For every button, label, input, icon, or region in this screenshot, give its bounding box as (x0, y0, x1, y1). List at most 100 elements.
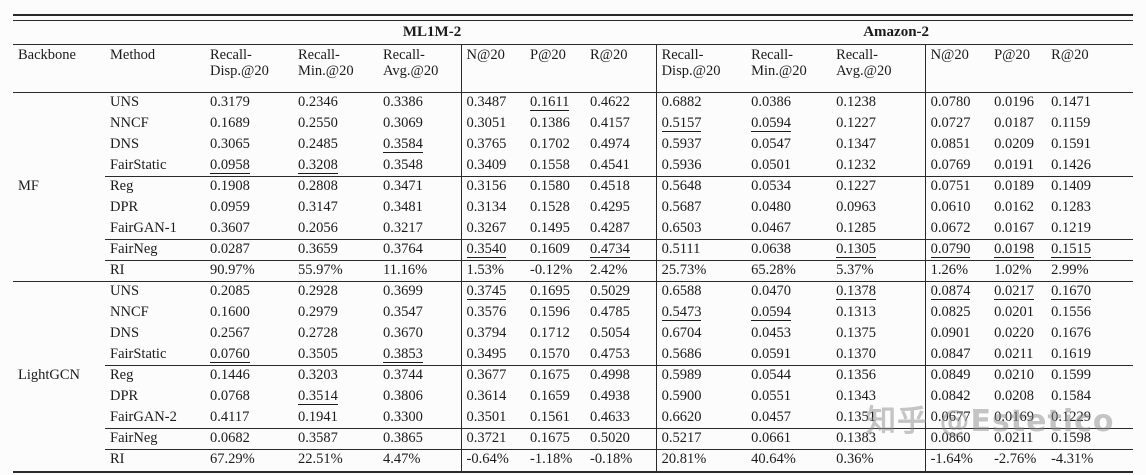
value-cell: 0.3386 (383, 94, 423, 111)
value-cell: 0.0196 (994, 94, 1034, 111)
value-cell: 0.1370 (836, 345, 876, 362)
value-cell: 0.1283 (1051, 199, 1091, 216)
value-cell: 0.3853 (378, 345, 461, 366)
value-cell: 0.0191 (994, 156, 1034, 173)
value-cell: 0.3495 (460, 344, 525, 366)
value-cell: 0.3300 (383, 408, 423, 425)
method-cell: FairStatic (110, 156, 167, 173)
method-cell: UNS (110, 94, 140, 111)
value-cell: 0.3487 (460, 92, 525, 114)
value-cell: 0.1600 (210, 304, 250, 321)
value-cell: 0.1556 (1051, 304, 1091, 321)
value-cell: 0.0672 (924, 218, 990, 240)
value-cell: 0.1409 (1046, 176, 1134, 198)
value-cell: 0.0959 (210, 199, 250, 216)
value-cell: 0.0457 (751, 408, 791, 425)
value-cell: 0.1695 (525, 281, 585, 303)
value-cell: 0.5989 (655, 365, 747, 387)
value-cell: 0.0768 (210, 388, 250, 405)
value-cell: 0.1229 (1051, 408, 1091, 425)
value-cell: 0.2928 (293, 281, 378, 303)
value-cell: 0.0769 (924, 155, 990, 177)
value-cell: 0.6704 (655, 323, 747, 345)
value-cell: 0.4974 (590, 136, 630, 153)
value-cell: 0.5054 (590, 325, 630, 342)
value-cell: 0.0963 (836, 199, 876, 216)
value-cell: 22.51% (293, 449, 378, 471)
value-cell: 0.0727 (924, 113, 990, 135)
method-cell: FairNeg (105, 428, 205, 450)
value-cell: 0.4541 (590, 156, 630, 173)
value-cell: 40.64% (746, 449, 832, 471)
value-cell: 0.5217 (655, 428, 747, 450)
value-cell: 0.0217 (989, 281, 1047, 303)
value-cell: 65.28% (746, 260, 832, 282)
value-cell: 0.0638 (746, 239, 832, 261)
value-cell: 0.3670 (383, 325, 423, 342)
value-cell: 0.4785 (590, 304, 630, 321)
value-cell: 0.0534 (746, 176, 832, 198)
method-cell: FairGAN-1 (110, 219, 177, 236)
value-cell: 0.2979 (298, 304, 338, 321)
table-top-rule (13, 14, 1133, 21)
col-header-backbone: Backbone (13, 44, 105, 93)
value-cell: 0.3584 (378, 135, 461, 156)
value-cell: 0.0480 (751, 199, 791, 216)
method-cell: NNCF (110, 304, 149, 321)
value-cell: 0.3481 (383, 199, 423, 216)
value-cell: 0.5686 (655, 344, 747, 366)
value-cell: -0.64% (460, 449, 525, 471)
value-cell: 0.1227 (831, 176, 926, 198)
value-cell: 0.1558 (530, 156, 570, 173)
value-cell: 0.1471 (1051, 94, 1091, 111)
value-cell: 0.0547 (751, 136, 791, 153)
value-cell: 2.42% (585, 260, 657, 282)
value-cell: 0.6503 (655, 218, 747, 240)
method-cell: FairStatic (110, 345, 167, 362)
underlined-value: 0.3540 (466, 241, 507, 259)
underlined-value: 0.0874 (930, 283, 971, 301)
group-header-spacer (13, 21, 205, 45)
value-cell: 0.5648 (655, 176, 747, 198)
col-header-p20-amazon: P@20 (989, 44, 1047, 93)
value-cell: 0.1378 (831, 281, 926, 303)
value-cell: 0.2567 (210, 325, 250, 342)
col-header-r20-ml1m: R@20 (585, 44, 657, 93)
value-cell: 0.3505 (298, 345, 338, 362)
value-cell: 0.1313 (836, 304, 876, 321)
underlined-value: 0.0198 (994, 241, 1034, 259)
value-cell: 0.1670 (1046, 281, 1134, 303)
value-cell: 0.1528 (530, 199, 570, 216)
group-header-ml1m: ML1M-2 (205, 21, 657, 45)
underlined-value: 0.0790 (930, 241, 971, 259)
value-cell: 0.4295 (590, 199, 630, 216)
value-cell: 0.0386 (751, 94, 791, 111)
value-cell: 0.0167 (994, 219, 1034, 236)
value-cell: 0.3677 (460, 365, 525, 387)
value-cell: 0.0169 (994, 408, 1034, 425)
value-cell: 0.5111 (655, 239, 747, 261)
col-header-recall-disp-amazon: Recall- Disp.@20 (655, 44, 747, 93)
underlined-value: 0.5029 (590, 283, 630, 301)
value-cell: 1.53% (460, 260, 525, 282)
value-cell: 0.1347 (836, 136, 876, 153)
backbone-cell: LightGCN (13, 281, 105, 471)
value-cell: 0.1609 (525, 239, 585, 261)
value-cell: 0.0594 (746, 114, 831, 135)
value-cell: 0.1611 (525, 93, 585, 114)
value-cell: 0.0551 (751, 388, 791, 405)
value-cell: 0.4117 (210, 408, 250, 425)
value-cell: 0.0198 (989, 239, 1047, 261)
value-cell: 0.2808 (293, 176, 378, 198)
col-header-p20-ml1m: P@20 (525, 44, 585, 93)
underlined-value: 0.0594 (751, 115, 791, 133)
value-cell: -2.76% (989, 449, 1047, 471)
value-cell: 0.2346 (298, 94, 338, 111)
underlined-value: 0.1305 (836, 241, 876, 259)
method-cell: DPR (110, 199, 139, 216)
method-cell: NNCF (110, 115, 149, 132)
value-cell: 0.1351 (836, 408, 876, 425)
value-cell: 0.6588 (655, 281, 747, 303)
value-cell: 0.5473 (655, 302, 747, 324)
col-header-r20-amazon: R@20 (1046, 44, 1134, 93)
